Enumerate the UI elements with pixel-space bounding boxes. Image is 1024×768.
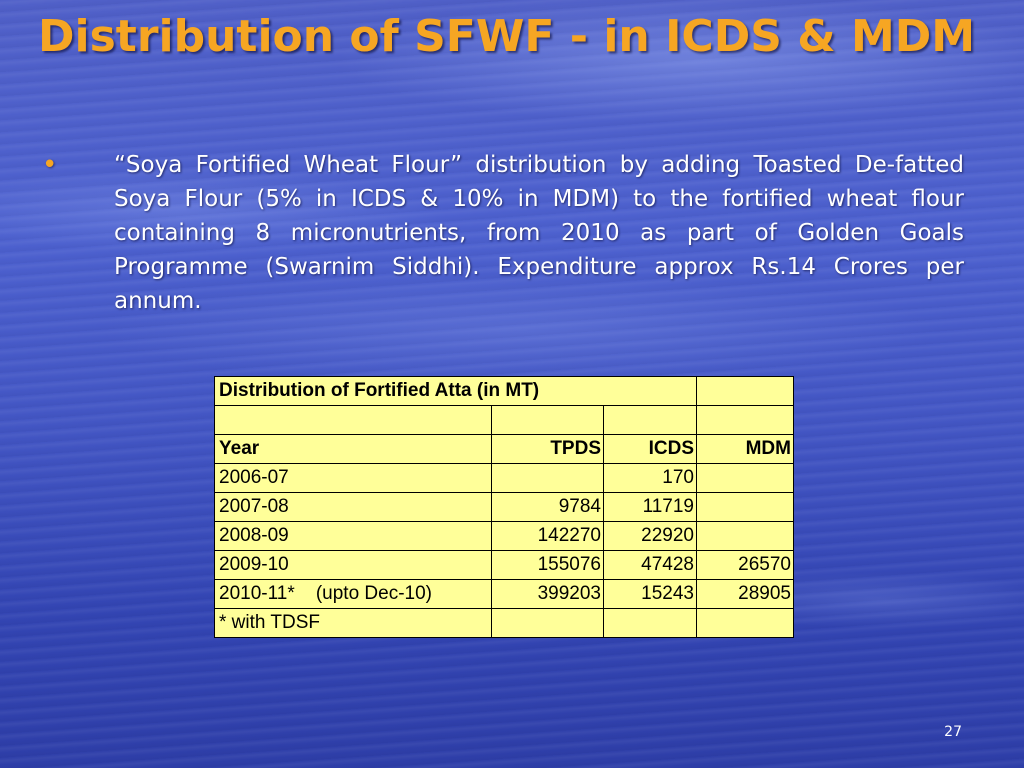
table-cell-empty	[214, 405, 492, 435]
icds-cell: 22920	[603, 521, 697, 551]
page-number: 27	[944, 724, 962, 740]
table-cell-empty	[696, 608, 794, 638]
table-spacer-row	[214, 405, 794, 435]
year-cell: 2009-10	[214, 550, 492, 580]
tpds-cell: 155076	[491, 550, 604, 580]
table-footnote-row: * with TDSF	[214, 608, 794, 638]
table-header-row: Year TPDS ICDS MDM	[214, 434, 794, 464]
table-row: 2009-10 155076 47428 26570	[214, 550, 794, 580]
year-cell: 2007-08	[214, 492, 492, 522]
column-header-year: Year	[214, 434, 492, 464]
year-cell: 2008-09	[214, 521, 492, 551]
bullet-item: • “Soya Fortified Wheat Flour” distribut…	[42, 148, 964, 318]
table-row: 2007-08 9784 11719	[214, 492, 794, 522]
table-row: 2006-07 170	[214, 463, 794, 493]
fortified-atta-table: Distribution of Fortified Atta (in MT) Y…	[214, 376, 794, 638]
icds-cell: 11719	[603, 492, 697, 522]
bullet-icon: •	[42, 150, 58, 180]
table-caption: Distribution of Fortified Atta (in MT)	[214, 376, 697, 406]
table-footnote: * with TDSF	[214, 608, 492, 638]
table-caption-row: Distribution of Fortified Atta (in MT)	[214, 376, 794, 406]
icds-cell: 170	[603, 463, 697, 493]
tpds-cell: 142270	[491, 521, 604, 551]
table-cell-empty	[696, 405, 794, 435]
tpds-cell	[491, 463, 604, 493]
year-cell: 2010-11* (upto Dec-10)	[214, 579, 492, 609]
icds-cell: 47428	[603, 550, 697, 580]
table-cell-empty	[603, 608, 697, 638]
icds-cell: 15243	[603, 579, 697, 609]
mdm-cell	[696, 463, 794, 493]
tpds-cell: 399203	[491, 579, 604, 609]
tpds-cell: 9784	[491, 492, 604, 522]
table-row: 2010-11* (upto Dec-10) 399203 15243 2890…	[214, 579, 794, 609]
year-cell: 2006-07	[214, 463, 492, 493]
mdm-cell	[696, 492, 794, 522]
table-row: 2008-09 142270 22920	[214, 521, 794, 551]
mdm-cell: 28905	[696, 579, 794, 609]
column-header-icds: ICDS	[603, 434, 697, 464]
mdm-cell: 26570	[696, 550, 794, 580]
mdm-cell	[696, 521, 794, 551]
table-cell-empty	[603, 405, 697, 435]
bullet-text: “Soya Fortified Wheat Flour” distributio…	[114, 152, 964, 314]
table-cell-empty	[696, 376, 794, 406]
table-cell-empty	[491, 608, 604, 638]
slide-title: Distribution of SFWF - in ICDS & MDM	[38, 11, 976, 62]
table-cell-empty	[491, 405, 604, 435]
column-header-mdm: MDM	[696, 434, 794, 464]
column-header-tpds: TPDS	[491, 434, 604, 464]
